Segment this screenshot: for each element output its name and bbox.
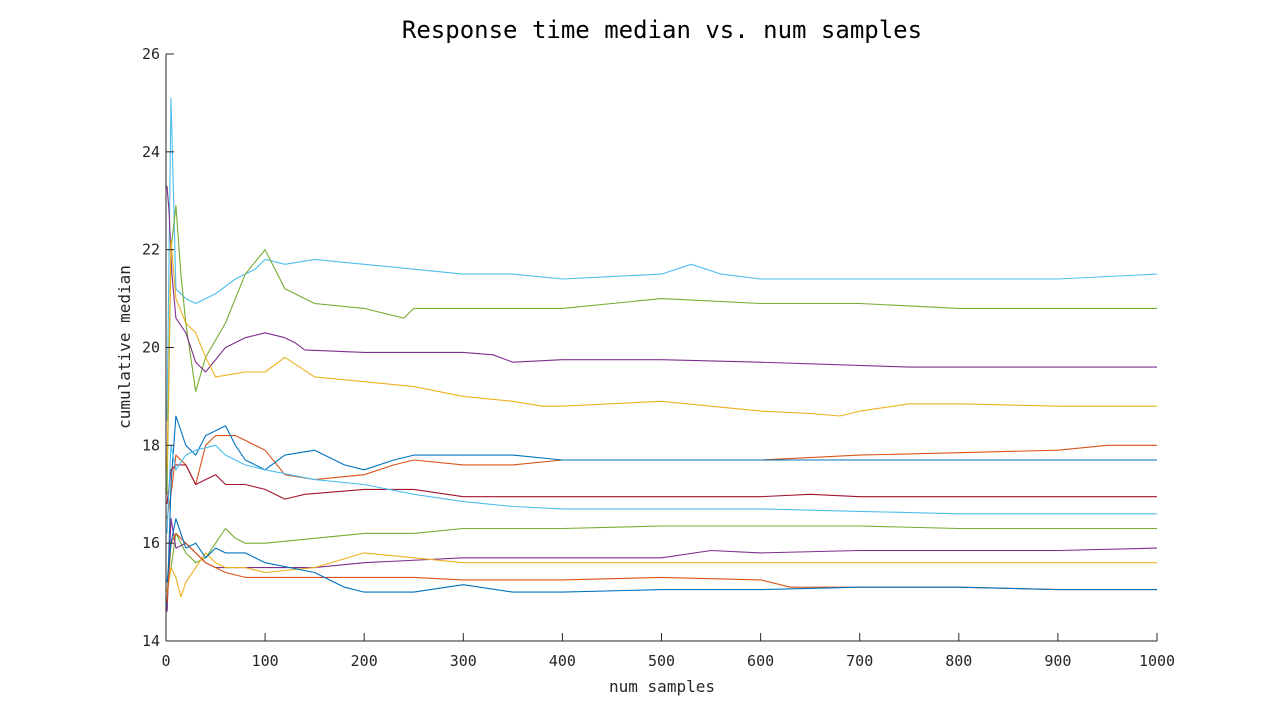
series-line-8 bbox=[166, 444, 1157, 534]
x-ticks: 0 100 200 300 400 500 600 700 800 900 1000 bbox=[161, 633, 1175, 670]
series-line-12 bbox=[166, 532, 1157, 602]
x-tick-label: 100 bbox=[252, 652, 279, 670]
series-line-11 bbox=[166, 552, 1157, 598]
x-tick-label: 200 bbox=[351, 652, 378, 670]
x-tick-label: 900 bbox=[1044, 652, 1071, 670]
y-tick-label: 16 bbox=[142, 534, 160, 552]
chart-title: Response time median vs. num samples bbox=[402, 16, 922, 44]
y-tick-label: 14 bbox=[142, 632, 160, 650]
y-ticks: 14 16 18 20 22 24 26 bbox=[142, 45, 174, 650]
x-tick-label: 1000 bbox=[1139, 652, 1175, 670]
y-tick-label: 18 bbox=[142, 436, 160, 454]
y-tick-label: 20 bbox=[142, 339, 160, 357]
x-tick-label: 500 bbox=[648, 652, 675, 670]
y-tick-label: 26 bbox=[142, 45, 160, 63]
series-line-13 bbox=[166, 518, 1157, 593]
x-tick-label: 800 bbox=[945, 652, 972, 670]
series-line-5 bbox=[166, 435, 1157, 519]
series-line-7 bbox=[166, 464, 1157, 505]
series-line-6 bbox=[166, 415, 1157, 612]
x-tick-label: 600 bbox=[747, 652, 774, 670]
x-tick-label: 300 bbox=[450, 652, 477, 670]
x-axis-label: num samples bbox=[609, 677, 715, 696]
x-tick-label: 0 bbox=[161, 652, 170, 670]
series-line-3 bbox=[166, 186, 1157, 373]
y-tick-label: 24 bbox=[142, 143, 160, 161]
series-group bbox=[166, 97, 1158, 612]
y-tick-label: 22 bbox=[142, 241, 160, 259]
series-line-4 bbox=[166, 239, 1157, 470]
series-line-1 bbox=[166, 97, 1158, 421]
x-tick-label: 400 bbox=[549, 652, 576, 670]
series-line-9 bbox=[166, 525, 1157, 593]
y-axis-label: cumulative median bbox=[115, 265, 134, 429]
x-tick-label: 700 bbox=[846, 652, 873, 670]
series-line-2 bbox=[166, 205, 1157, 495]
